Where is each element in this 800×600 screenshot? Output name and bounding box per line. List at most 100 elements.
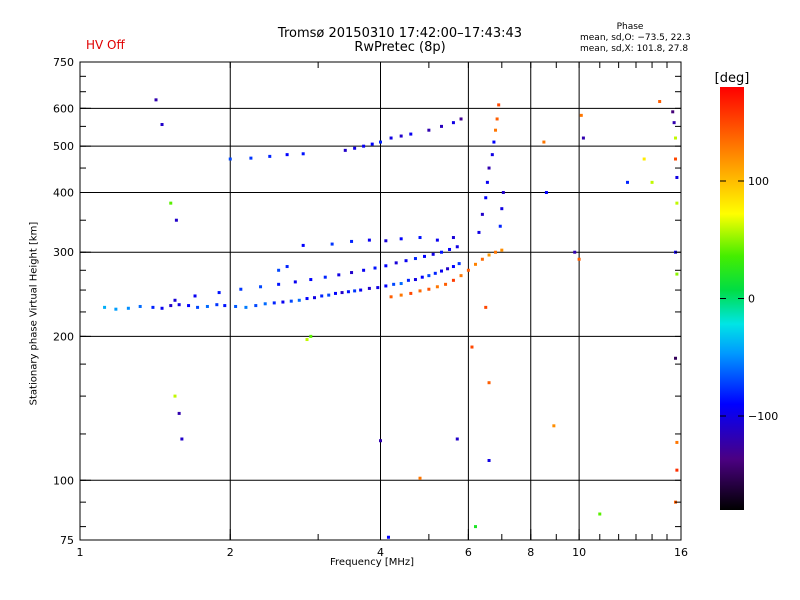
data-point [446, 267, 450, 271]
data-point [394, 261, 398, 265]
data-point [305, 297, 309, 301]
data-point [440, 124, 444, 128]
data-point [490, 153, 494, 157]
data-point [160, 306, 164, 310]
data-point [625, 180, 629, 184]
data-point [433, 271, 437, 275]
data-point [658, 100, 662, 104]
data-point [406, 278, 410, 282]
x-tick-label: 4 [377, 546, 384, 559]
data-point [320, 294, 324, 298]
x-tick-label: 8 [527, 546, 534, 559]
data-point [386, 535, 390, 539]
data-point [193, 294, 197, 298]
data-point [473, 525, 477, 529]
y-tick-label: 600 [53, 102, 74, 115]
data-point [435, 238, 439, 242]
data-point [399, 293, 403, 297]
x-tick-label: 6 [465, 546, 472, 559]
data-point [675, 468, 679, 472]
y-tick-label: 400 [53, 186, 74, 199]
data-point [484, 305, 488, 309]
data-point [404, 259, 408, 263]
data-point [579, 113, 583, 117]
data-points [103, 98, 679, 539]
data-point [399, 134, 403, 138]
data-point [323, 275, 327, 279]
data-point [272, 301, 276, 305]
data-point [173, 394, 177, 398]
data-point [169, 304, 173, 308]
data-point [675, 440, 679, 444]
data-point [598, 512, 602, 516]
data-point [675, 175, 679, 179]
data-point [451, 265, 455, 269]
data-point [672, 121, 676, 125]
data-point [277, 268, 281, 272]
data-point [494, 250, 498, 254]
data-point [492, 140, 496, 144]
data-point [234, 304, 238, 308]
chart-subtitle: RwPretec (8p) [354, 40, 446, 55]
data-point [350, 239, 354, 243]
grid [80, 62, 681, 540]
data-point [379, 140, 382, 144]
y-tick-label: 200 [53, 330, 74, 343]
data-point [217, 291, 221, 295]
data-point [485, 180, 489, 184]
data-point [466, 268, 470, 272]
data-point [544, 190, 548, 194]
colorbar-tick-label: −100 [748, 410, 778, 423]
data-point [312, 296, 316, 300]
data-point [413, 257, 417, 261]
data-point [289, 299, 293, 303]
data-point [487, 458, 491, 462]
data-point [337, 273, 341, 277]
data-point [376, 286, 380, 290]
data-point [674, 157, 678, 161]
colorbar-tick-label: 100 [748, 175, 769, 188]
data-point [151, 305, 155, 309]
axes: 1 2 4 6 8 10 16 75 100 200 300 400 500 600 750 [53, 56, 688, 559]
y-tick-label: 75 [60, 534, 74, 547]
data-point [350, 271, 354, 275]
data-point [281, 300, 285, 304]
x-axis-label: Frequency [MHz] [330, 557, 415, 568]
data-point [459, 274, 463, 278]
data-point [500, 207, 504, 211]
data-point [431, 252, 435, 256]
data-point [577, 257, 581, 261]
data-point [180, 437, 184, 441]
data-point [487, 381, 491, 385]
data-point [650, 180, 654, 184]
data-point [249, 156, 253, 160]
data-point [392, 282, 396, 286]
status-label: HV Off [86, 38, 125, 52]
x-tick-label: 10 [572, 546, 586, 559]
data-point [440, 250, 444, 254]
data-point [573, 250, 577, 254]
data-point [259, 285, 263, 289]
data-point [327, 293, 331, 297]
x-tick-label: 16 [674, 546, 688, 559]
data-point [301, 243, 305, 247]
data-point [367, 286, 371, 290]
y-tick-label: 500 [53, 140, 74, 153]
data-point [418, 289, 422, 293]
data-point [455, 437, 459, 441]
phase-stats-o: mean, sd,O: −73.5, 22.3 [580, 33, 691, 43]
data-point [487, 253, 491, 257]
data-point [477, 230, 481, 234]
data-point [384, 239, 388, 243]
data-point [263, 302, 267, 306]
data-point [379, 439, 382, 443]
data-point [239, 287, 243, 291]
data-point [367, 238, 371, 242]
data-point [495, 117, 499, 121]
data-point [427, 287, 431, 291]
y-tick-label: 100 [53, 474, 74, 487]
data-point [480, 212, 484, 216]
data-point [473, 262, 477, 266]
data-point [330, 242, 334, 246]
